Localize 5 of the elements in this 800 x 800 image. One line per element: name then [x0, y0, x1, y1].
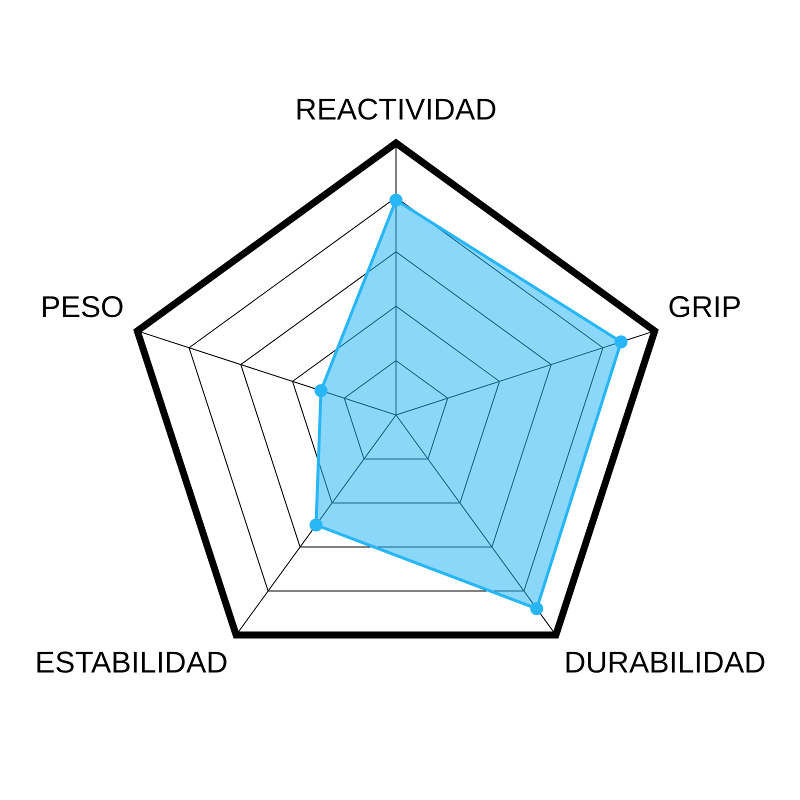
spoke-label: PESO — [40, 290, 124, 324]
spoke-label: DURABILIDAD — [564, 646, 766, 680]
spoke-label: ESTABILIDAD — [35, 646, 228, 680]
spoke-label: REACTIVIDAD — [295, 93, 497, 126]
spoke-label: GRIP — [668, 290, 742, 324]
